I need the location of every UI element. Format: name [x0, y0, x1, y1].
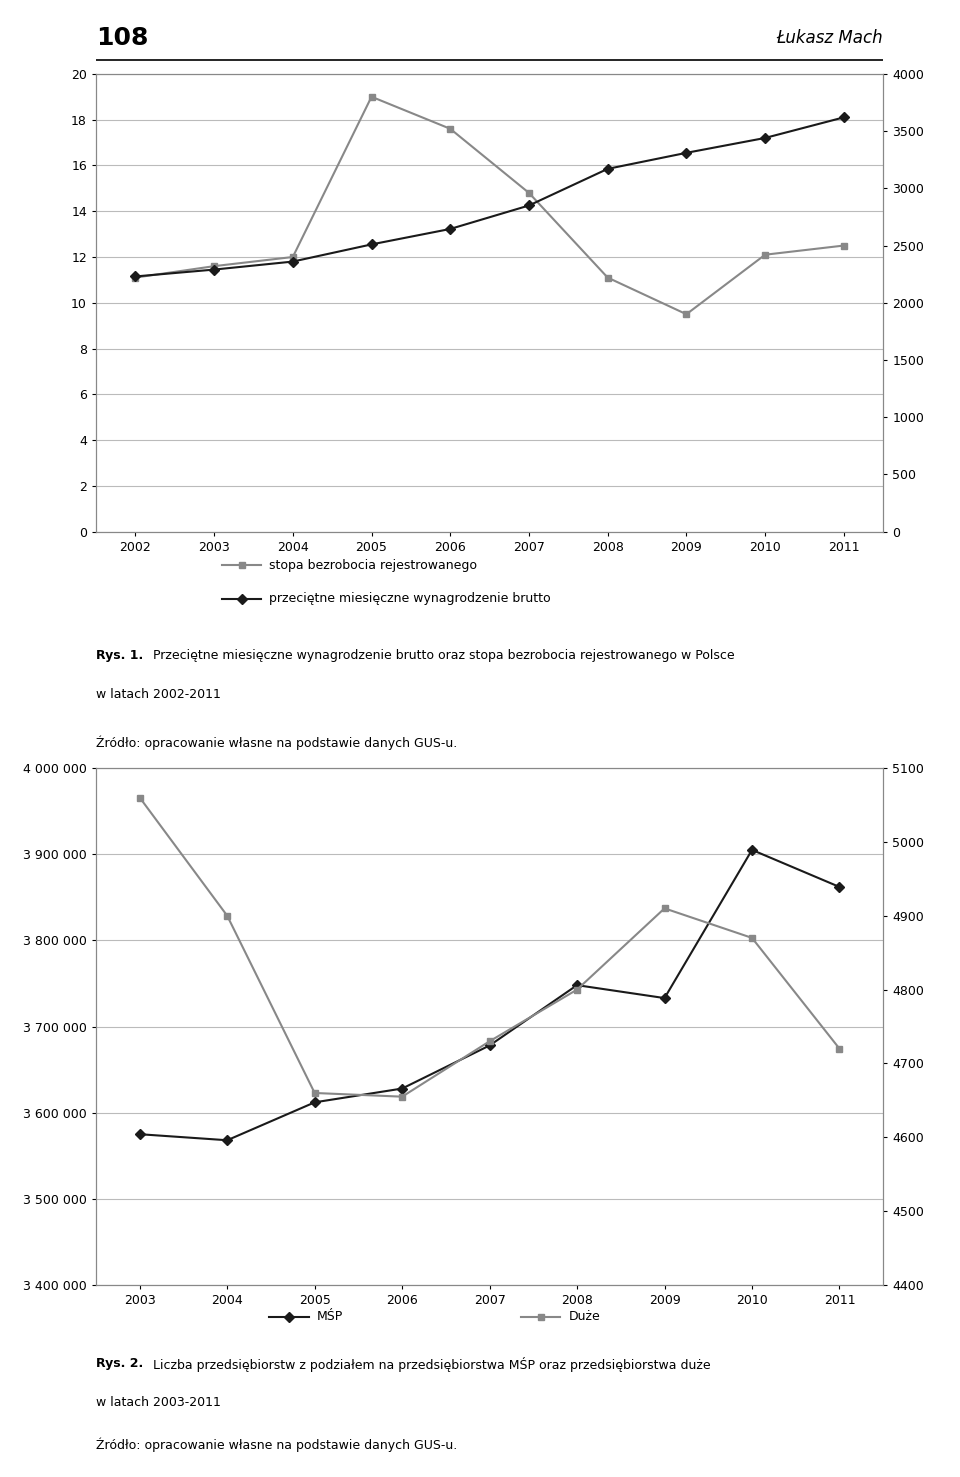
- Text: Źródło: opracowanie własne na podstawie danych GUS-u.: Źródło: opracowanie własne na podstawie …: [96, 736, 457, 750]
- Text: Duże: Duże: [568, 1310, 600, 1323]
- Text: 108: 108: [96, 27, 149, 50]
- Text: przeciętne miesięczne wynagrodzenie brutto: przeciętne miesięczne wynagrodzenie brut…: [269, 592, 551, 606]
- Text: w latach 2003-2011: w latach 2003-2011: [96, 1396, 221, 1409]
- Text: Liczba przedsiębiorstw z podziałem na przedsiębiorstwa MŚP oraz przedsiębiorstwa: Liczba przedsiębiorstw z podziałem na pr…: [153, 1357, 710, 1372]
- Text: w latach 2002-2011: w latach 2002-2011: [96, 688, 221, 702]
- Text: Źródło: opracowanie własne na podstawie danych GUS-u.: Źródło: opracowanie własne na podstawie …: [96, 1439, 457, 1452]
- Text: Przeciętne miesięczne wynagrodzenie brutto oraz stopa bezrobocia rejestrowanego : Przeciętne miesięczne wynagrodzenie brut…: [153, 650, 734, 662]
- Text: Rys. 2.: Rys. 2.: [96, 1357, 143, 1371]
- Text: MŚP: MŚP: [317, 1310, 343, 1323]
- Text: Rys. 1.: Rys. 1.: [96, 650, 143, 662]
- Text: Łukasz Mach: Łukasz Mach: [777, 30, 883, 47]
- Text: stopa bezrobocia rejestrowanego: stopa bezrobocia rejestrowanego: [269, 558, 477, 572]
